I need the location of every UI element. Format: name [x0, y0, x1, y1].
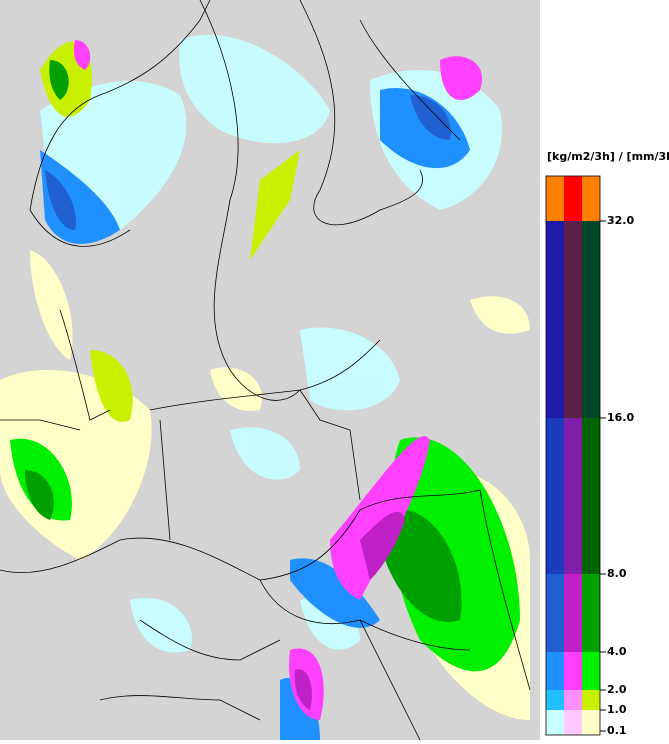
legend-band — [564, 176, 582, 221]
legend-tick-label: 8.0 — [607, 567, 627, 580]
legend-band — [564, 221, 582, 418]
legend-band — [546, 690, 564, 710]
legend-tick-label: 16.0 — [607, 411, 634, 424]
legend-band — [582, 176, 600, 221]
legend-band — [582, 418, 600, 574]
legend-band — [582, 710, 600, 735]
legend-band — [564, 690, 582, 710]
map — [0, 0, 540, 741]
legend-band — [582, 221, 600, 418]
legend-tick-label: 32.0 — [607, 214, 634, 227]
legend-band — [546, 176, 564, 221]
legend: 32.0 16.0 8.0 4.0 2.0 1.0 0.1 — [545, 175, 634, 737]
legend-band — [564, 652, 582, 690]
legend-band — [582, 574, 600, 652]
legend-frame — [545, 175, 601, 736]
legend-band — [564, 710, 582, 735]
legend-band — [546, 418, 564, 574]
legend-title: [kg/m2/3h] / [mm/3h] — [547, 150, 669, 163]
legend-band — [582, 690, 600, 710]
legend-band — [564, 574, 582, 652]
legend-band — [546, 221, 564, 418]
legend-band — [546, 652, 564, 690]
legend-tick-label: 1.0 — [607, 703, 627, 716]
legend-band — [582, 652, 600, 690]
legend-band — [546, 710, 564, 735]
legend-band — [546, 574, 564, 652]
legend-tick-label: 4.0 — [607, 645, 627, 658]
legend-tick-label: 0.1 — [607, 724, 627, 737]
legend-band — [564, 418, 582, 574]
legend-tick-label: 2.0 — [607, 683, 627, 696]
